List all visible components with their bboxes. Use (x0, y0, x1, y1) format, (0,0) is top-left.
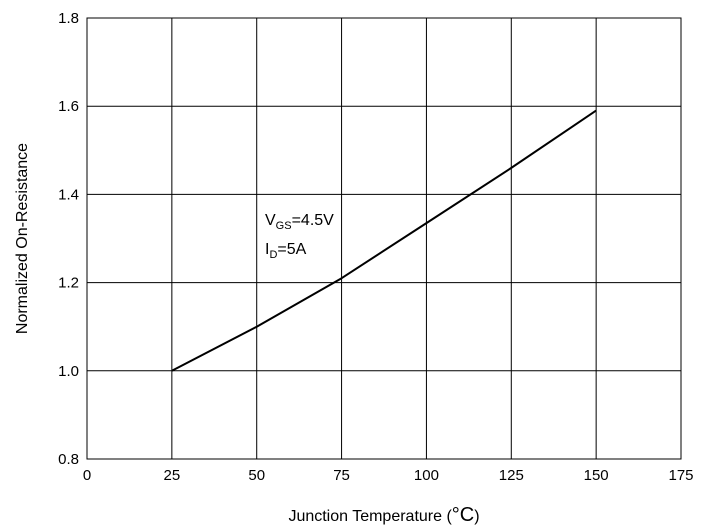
series-line (172, 111, 596, 371)
annotation-id: ID=5A (265, 241, 307, 261)
series-layer (172, 111, 596, 371)
x-tick-labels: 0 25 50 75 100 125 150 175 (83, 467, 694, 484)
x-axis-title: Junction Temperature (°C) (288, 504, 479, 526)
y-tick-label: 1.2 (58, 275, 79, 292)
y-tick-label: 1.8 (58, 10, 79, 27)
x-tick-label: 125 (499, 467, 524, 484)
y-axis-title: Normalized On-Resistance (14, 143, 31, 334)
x-tick-label: 175 (668, 467, 693, 484)
horizontal-gridlines (87, 18, 681, 459)
y-tick-label: 1.0 (58, 363, 79, 380)
x-tick-label: 0 (83, 467, 91, 484)
x-tick-label: 75 (333, 467, 350, 484)
y-tick-label: 1.6 (58, 98, 79, 115)
y-tick-label: 0.8 (58, 451, 79, 468)
y-tick-labels: 0.8 1.0 1.2 1.4 1.6 1.8 (58, 10, 79, 468)
vertical-gridlines (87, 18, 681, 459)
x-tick-label: 100 (414, 467, 439, 484)
annotation-vgs: VGS=4.5V (265, 212, 334, 232)
plot-frame (87, 18, 681, 459)
y-tick-label: 1.4 (58, 186, 79, 203)
x-tick-label: 150 (584, 467, 609, 484)
x-tick-label: 50 (248, 467, 265, 484)
x-tick-label: 25 (164, 467, 181, 484)
